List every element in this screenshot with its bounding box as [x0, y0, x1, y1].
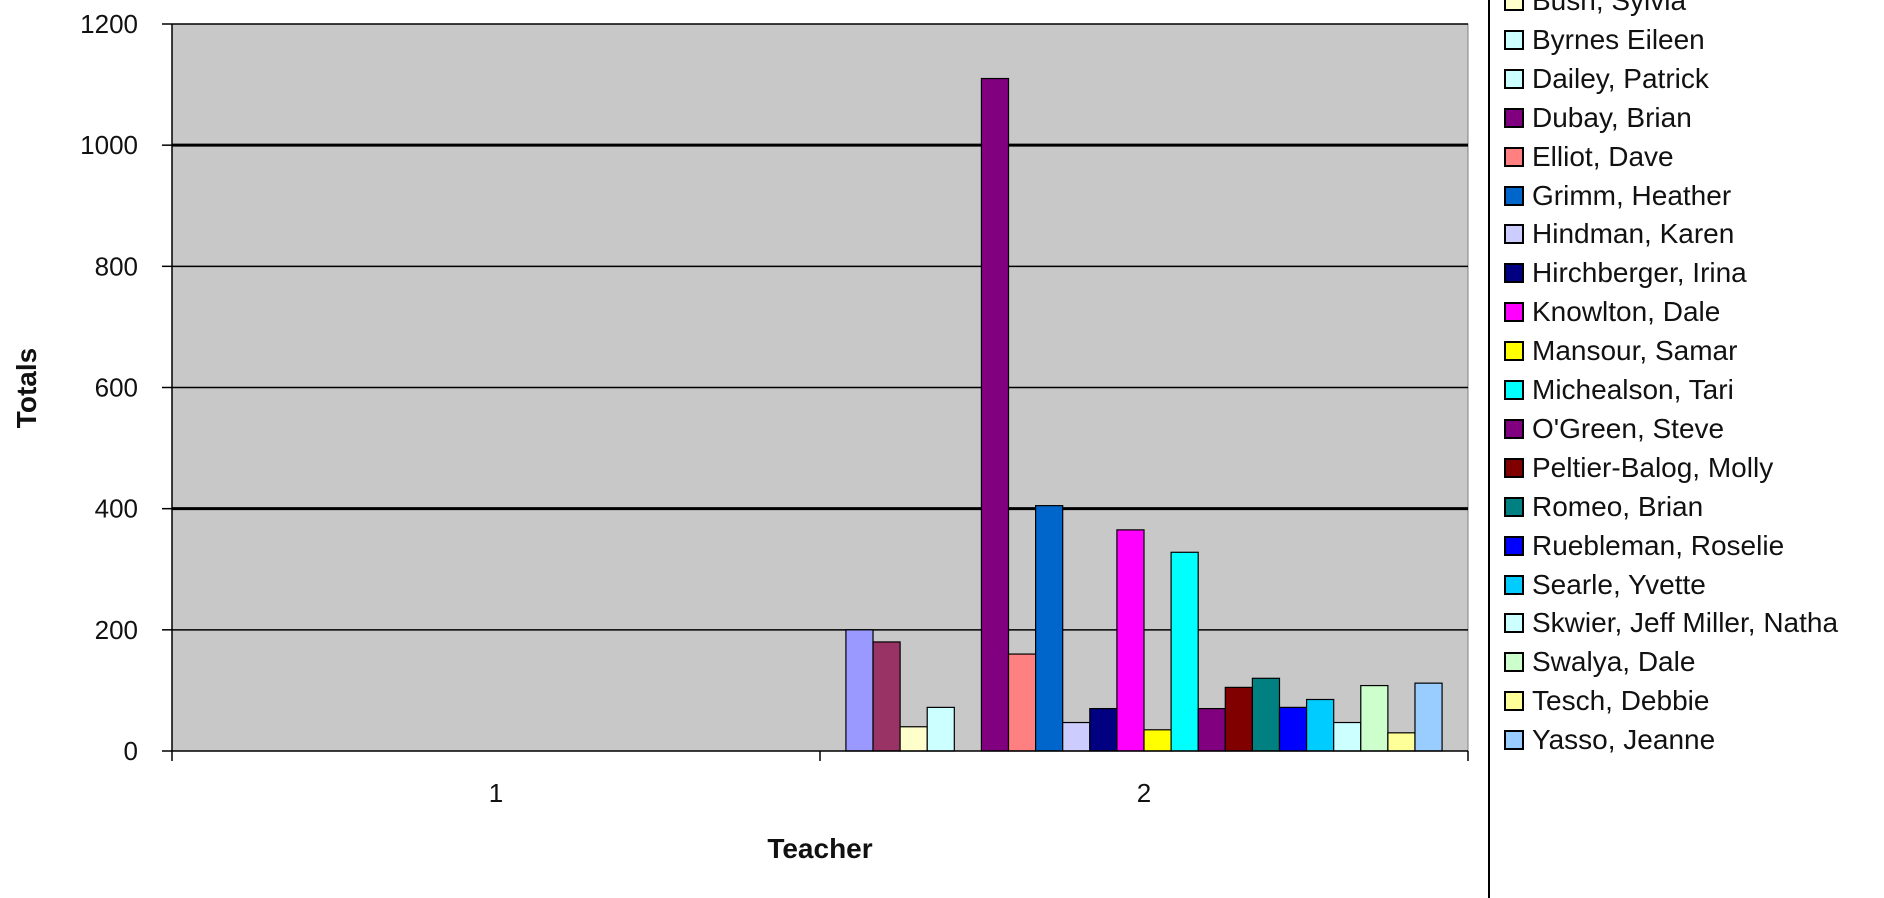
- bar: [1170, 551, 1199, 752]
- legend-swatch: [1504, 0, 1524, 11]
- legend-label: Mansour, Samar: [1532, 335, 1738, 367]
- x-tick-label: 2: [1137, 778, 1151, 808]
- legend-item: Bush, Sylvia: [1504, 0, 1686, 24]
- legend-swatch: [1504, 535, 1524, 556]
- bar: [1116, 529, 1145, 752]
- x-tick-label: 1: [489, 778, 503, 808]
- y-tick-label: 800: [95, 251, 138, 281]
- bar: [899, 726, 928, 752]
- y-tick-label: 1200: [80, 9, 138, 39]
- legend-item: Byrnes Eileen: [1504, 17, 1705, 63]
- legend-item: Romeo, Brian: [1504, 484, 1703, 530]
- legend-item: Tesch, Debbie: [1504, 678, 1709, 724]
- bar: [1197, 707, 1226, 752]
- y-tick-label: 600: [95, 373, 138, 403]
- legend-label: Hindman, Karen: [1532, 218, 1735, 250]
- legend-swatch: [1504, 652, 1524, 673]
- legend-item: Yasso, Jeanne: [1504, 717, 1715, 763]
- legend-swatch: [1504, 68, 1524, 89]
- legend-label: Tesch, Debbie: [1532, 685, 1710, 717]
- legend-swatch: [1504, 613, 1524, 634]
- legend-label: Elliot, Dave: [1532, 140, 1674, 172]
- legend: Bush, Sylvia Byrnes Eileen Dailey, Patrick…: [1488, 0, 1884, 898]
- bar: [1414, 682, 1443, 752]
- legend-item: Ruebleman, Roselie: [1504, 523, 1784, 569]
- legend-label: Michealson, Tari: [1532, 374, 1734, 405]
- legend-swatch: [1504, 380, 1524, 400]
- legend-swatch: [1504, 263, 1524, 284]
- bar: [1387, 732, 1416, 752]
- bar: [1143, 729, 1172, 752]
- legend-item: Elliot, Dave: [1504, 134, 1674, 180]
- bar: [872, 641, 901, 752]
- legend-label: Skwier, Jeff Miller, Natha: [1532, 607, 1839, 639]
- legend-swatch: [1504, 691, 1524, 712]
- legend-swatch: [1504, 496, 1524, 517]
- legend-label: Ruebleman, Roselie: [1532, 529, 1785, 561]
- bar: [1089, 707, 1118, 752]
- legend-swatch: [1504, 418, 1524, 439]
- legend-item: Skwier, Jeff Miller, Natha: [1504, 600, 1838, 646]
- legend-swatch: [1504, 29, 1524, 50]
- legend-item: O'Green, Steve: [1504, 406, 1724, 452]
- legend-label: Peltier-Balog, Molly: [1532, 451, 1774, 483]
- y-tick-label: 400: [95, 494, 138, 524]
- legend-item: Grimm, Heather: [1504, 173, 1731, 219]
- y-tick-label: 0: [124, 736, 138, 766]
- y-tick-label: 1000: [80, 130, 138, 160]
- legend-item: Michealson, Tari: [1504, 367, 1734, 413]
- legend-item: Dubay, Brian: [1504, 95, 1692, 141]
- axes: [162, 23, 1469, 761]
- legend-swatch: [1504, 224, 1524, 245]
- bar: [1007, 653, 1037, 752]
- gridlines: [172, 23, 1468, 631]
- legend-swatch: [1504, 730, 1524, 751]
- legend-item: Dailey, Patrick: [1504, 56, 1709, 102]
- x-axis-title: Teacher: [767, 833, 872, 864]
- legend-item: Searle, Yvette: [1504, 562, 1706, 608]
- bar: [1062, 721, 1091, 752]
- bar: [1305, 698, 1335, 752]
- legend-item: Swalya, Dale: [1504, 639, 1695, 685]
- legend-label: Swalya, Dale: [1532, 646, 1696, 678]
- legend-swatch: [1504, 146, 1524, 167]
- legend-swatch: [1504, 457, 1524, 478]
- y-axis-title: Totals: [11, 348, 42, 428]
- legend-label: Searle, Yvette: [1532, 568, 1706, 600]
- bar: [1333, 721, 1362, 752]
- legend-label: O'Green, Steve: [1532, 412, 1725, 444]
- legend-item: Hindman, Karen: [1504, 211, 1734, 257]
- legend-label: Knowlton, Dale: [1532, 296, 1721, 328]
- legend-item: Peltier-Balog, Molly: [1504, 445, 1773, 491]
- legend-label: Hirchberger, Irina: [1532, 257, 1747, 289]
- bars: [845, 77, 1443, 752]
- legend-swatch: [1504, 185, 1524, 206]
- legend-swatch: [1504, 574, 1524, 595]
- legend-label: Grimm, Heather: [1532, 179, 1732, 211]
- legend-item: Knowlton, Dale: [1504, 289, 1720, 335]
- y-tick-label: 200: [95, 615, 138, 645]
- bar: [980, 77, 1010, 752]
- legend-item: Hirchberger, Irina: [1504, 250, 1747, 296]
- bar: [1251, 677, 1281, 752]
- bar: [1360, 684, 1389, 752]
- bar: [1224, 686, 1253, 752]
- legend-label: Dubay, Brian: [1532, 101, 1692, 133]
- bar: [1278, 706, 1308, 752]
- legend-label: Byrnes Eileen: [1532, 23, 1705, 55]
- bar: [845, 629, 874, 752]
- legend-swatch: [1504, 302, 1524, 323]
- legend-swatch: [1504, 107, 1524, 128]
- legend-swatch: [1504, 341, 1524, 362]
- legend-label: Dailey, Patrick: [1532, 62, 1709, 94]
- bar: [1035, 505, 1064, 752]
- legend-label: Romeo, Brian: [1532, 490, 1704, 522]
- bar: [926, 706, 955, 752]
- legend-label: Yasso, Jeanne: [1532, 724, 1716, 756]
- y-tick-labels: 0 200 400 600 800 1000 1200: [80, 9, 138, 766]
- legend-item: Mansour, Samar: [1504, 328, 1737, 374]
- legend-label: Bush, Sylvia: [1532, 0, 1687, 16]
